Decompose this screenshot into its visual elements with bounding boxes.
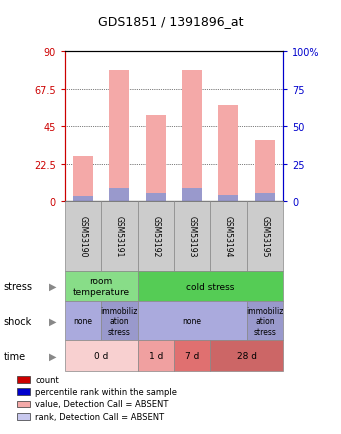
- Bar: [219, 105, 238, 202]
- Bar: [182, 70, 202, 202]
- Text: shock: shock: [3, 316, 32, 326]
- Bar: [73, 197, 93, 202]
- Text: stress: stress: [3, 282, 32, 291]
- Text: percentile rank within the sample: percentile rank within the sample: [35, 388, 177, 396]
- Bar: [182, 188, 202, 202]
- Text: GDS1851 / 1391896_at: GDS1851 / 1391896_at: [98, 15, 243, 28]
- Text: GSM53191: GSM53191: [115, 216, 124, 257]
- Text: GSM53192: GSM53192: [151, 216, 160, 257]
- Text: ▶: ▶: [49, 282, 57, 291]
- Text: GSM53193: GSM53193: [188, 216, 197, 257]
- Text: immobiliz
ation
stress: immobiliz ation stress: [101, 306, 138, 336]
- Bar: [219, 195, 238, 202]
- Text: 0 d: 0 d: [94, 352, 108, 360]
- Text: ▶: ▶: [49, 351, 57, 361]
- Text: GSM53190: GSM53190: [78, 216, 88, 257]
- Bar: [146, 115, 166, 202]
- Bar: [255, 140, 275, 202]
- Text: room
temperature: room temperature: [73, 277, 130, 296]
- Bar: [109, 188, 129, 202]
- Text: ▶: ▶: [49, 316, 57, 326]
- Text: none: none: [73, 317, 92, 326]
- Bar: [109, 70, 129, 202]
- Bar: [146, 194, 166, 202]
- Text: cold stress: cold stress: [186, 282, 235, 291]
- Text: value, Detection Call = ABSENT: value, Detection Call = ABSENT: [35, 400, 168, 408]
- Text: rank, Detection Call = ABSENT: rank, Detection Call = ABSENT: [35, 412, 164, 421]
- Text: immobiliz
ation
stress: immobiliz ation stress: [246, 306, 283, 336]
- Text: time: time: [3, 351, 26, 361]
- Text: none: none: [182, 317, 202, 326]
- Text: 7 d: 7 d: [185, 352, 199, 360]
- Bar: [255, 194, 275, 202]
- Text: count: count: [35, 375, 59, 384]
- Text: 28 d: 28 d: [237, 352, 257, 360]
- Text: GSM53195: GSM53195: [260, 216, 269, 257]
- Bar: [73, 157, 93, 202]
- Text: GSM53194: GSM53194: [224, 216, 233, 257]
- Text: 1 d: 1 d: [149, 352, 163, 360]
